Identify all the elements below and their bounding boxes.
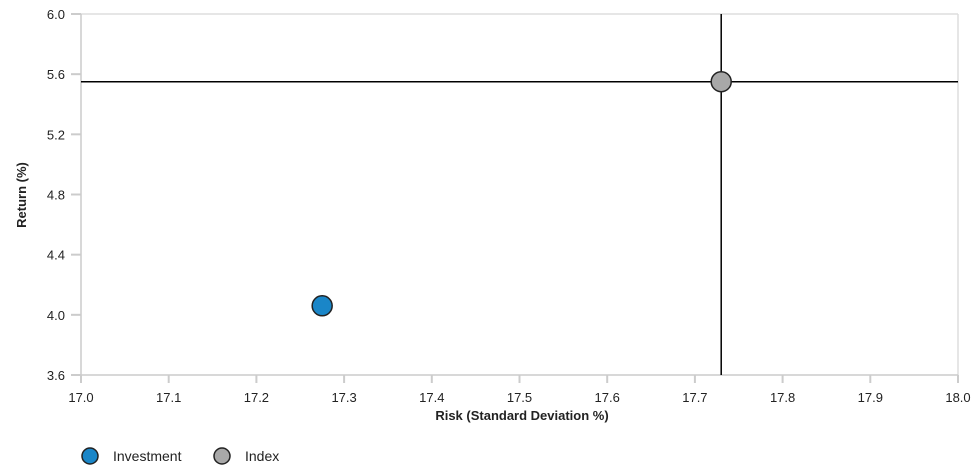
legend-swatch-index — [213, 447, 231, 465]
y-tick-label: 4.8 — [47, 188, 65, 203]
y-axis: 3.6 4.0 4.4 4.8 5.2 5.6 6.0 — [47, 7, 81, 383]
point-index[interactable] — [710, 70, 732, 93]
x-tick-label: 17.8 — [770, 390, 795, 405]
x-tick-label: 17.9 — [858, 390, 883, 405]
legend-label-investment: Investment — [113, 448, 182, 464]
x-tick-label: 17.3 — [331, 390, 356, 405]
y-tick-label: 5.2 — [47, 127, 65, 142]
point-investment[interactable] — [311, 295, 333, 317]
legend: Investment Index — [81, 447, 279, 465]
y-tick-label: 6.0 — [47, 7, 65, 22]
x-tick-label: 17.2 — [244, 390, 269, 405]
x-axis: 17.0 17.1 17.2 17.3 17.4 17.5 17.6 17.7 17.8 17.9… — [68, 375, 971, 405]
x-tick-label: 17.6 — [595, 390, 620, 405]
x-tick-label: 18.0 — [945, 390, 970, 405]
legend-item-investment[interactable]: Investment — [81, 447, 182, 465]
legend-swatch-investment — [81, 447, 99, 465]
x-tick-label: 17.0 — [68, 390, 93, 405]
y-tick-label: 4.4 — [47, 248, 65, 263]
x-tick-label: 17.1 — [156, 390, 181, 405]
x-tick-label: 17.4 — [419, 390, 444, 405]
plot-frame — [80, 13, 959, 376]
reference-lines — [81, 14, 958, 375]
y-axis-title: Return (%) — [14, 162, 29, 228]
y-tick-label: 3.6 — [47, 368, 65, 383]
data-points — [311, 70, 732, 317]
x-axis-title: Risk (Standard Deviation %) — [435, 408, 608, 423]
x-tick-label: 17.5 — [507, 390, 532, 405]
y-tick-label: 5.6 — [47, 67, 65, 82]
legend-label-index: Index — [245, 448, 279, 464]
x-tick-label: 17.7 — [682, 390, 707, 405]
legend-item-index[interactable]: Index — [213, 447, 279, 465]
y-tick-label: 4.0 — [47, 308, 65, 323]
